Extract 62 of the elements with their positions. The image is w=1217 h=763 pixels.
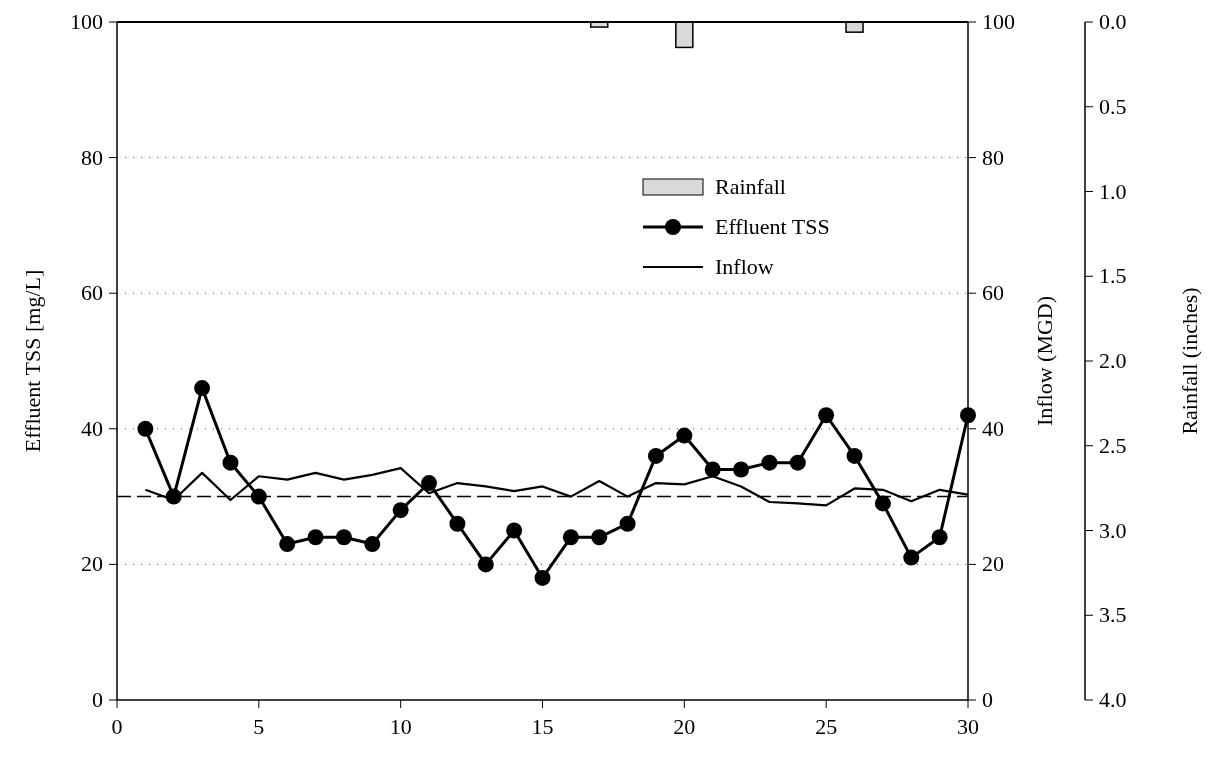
point — [818, 407, 835, 424]
y-tick-label: 0 — [92, 687, 103, 712]
point — [647, 447, 664, 464]
x-tick-label: 10 — [389, 714, 412, 739]
point — [903, 549, 920, 566]
point — [846, 447, 863, 464]
y-tick-label: 40 — [81, 415, 103, 441]
y2-tick-label: 60 — [982, 280, 1004, 306]
point — [874, 495, 891, 512]
y2-tick-label: 80 — [982, 144, 1004, 170]
y3-tick-label: 3.0 — [1099, 517, 1127, 543]
point — [250, 488, 267, 505]
point — [619, 515, 636, 532]
x-tick-label: 5 — [253, 714, 265, 739]
point — [392, 502, 409, 519]
point — [137, 420, 154, 437]
point — [676, 427, 693, 444]
y-tick-label: 100 — [70, 9, 103, 34]
y-axis-title: Effluent TSS [mg/L] — [20, 269, 45, 453]
point — [562, 529, 579, 546]
y3-tick-label: 1.0 — [1099, 178, 1127, 204]
y3-tick-label: 2.5 — [1099, 432, 1127, 458]
y-tick-label: 60 — [81, 280, 103, 306]
x-tick-label: 25 — [815, 714, 838, 739]
x-tick-label: 15 — [531, 714, 554, 739]
y3-tick-label: 0.5 — [1099, 93, 1127, 119]
y3-tick-label: 4.0 — [1099, 687, 1127, 712]
y2-tick-label: 20 — [982, 551, 1004, 577]
y2-tick-label: 100 — [982, 9, 1015, 34]
y3-tick-label: 1.5 — [1099, 263, 1127, 289]
point — [477, 556, 494, 573]
y2-tick-label: 0 — [982, 687, 993, 712]
point — [704, 461, 721, 478]
y3-axis-title: Rainfall (inches) — [1177, 287, 1202, 435]
y-tick-label: 20 — [81, 551, 103, 577]
point — [733, 461, 750, 478]
y3-tick-label: 2.0 — [1099, 348, 1127, 373]
point — [591, 529, 608, 546]
point — [421, 475, 438, 492]
point — [307, 529, 324, 546]
y3-tick-label: 3.5 — [1099, 602, 1127, 628]
point — [222, 454, 239, 471]
legend-label: Effluent TSS — [715, 214, 830, 239]
legend-label: Rainfall — [715, 174, 786, 199]
point — [335, 529, 352, 546]
y3-tick-label: 0.0 — [1099, 9, 1127, 34]
x-tick-label: 20 — [673, 714, 696, 739]
x-tick-label: 0 — [111, 714, 123, 739]
point — [364, 536, 381, 553]
x-tick-label: 30 — [957, 714, 979, 739]
point — [931, 529, 948, 546]
y2-tick-label: 40 — [982, 415, 1004, 441]
point — [534, 569, 551, 586]
point — [506, 522, 523, 539]
point — [789, 454, 806, 471]
y-tick-label: 80 — [81, 144, 103, 170]
point — [449, 515, 466, 532]
point — [279, 536, 296, 553]
point — [761, 454, 778, 471]
legend-label: Inflow — [715, 254, 774, 279]
y2-axis-title: Inflow (MGD) — [1032, 295, 1057, 427]
point — [194, 380, 211, 397]
